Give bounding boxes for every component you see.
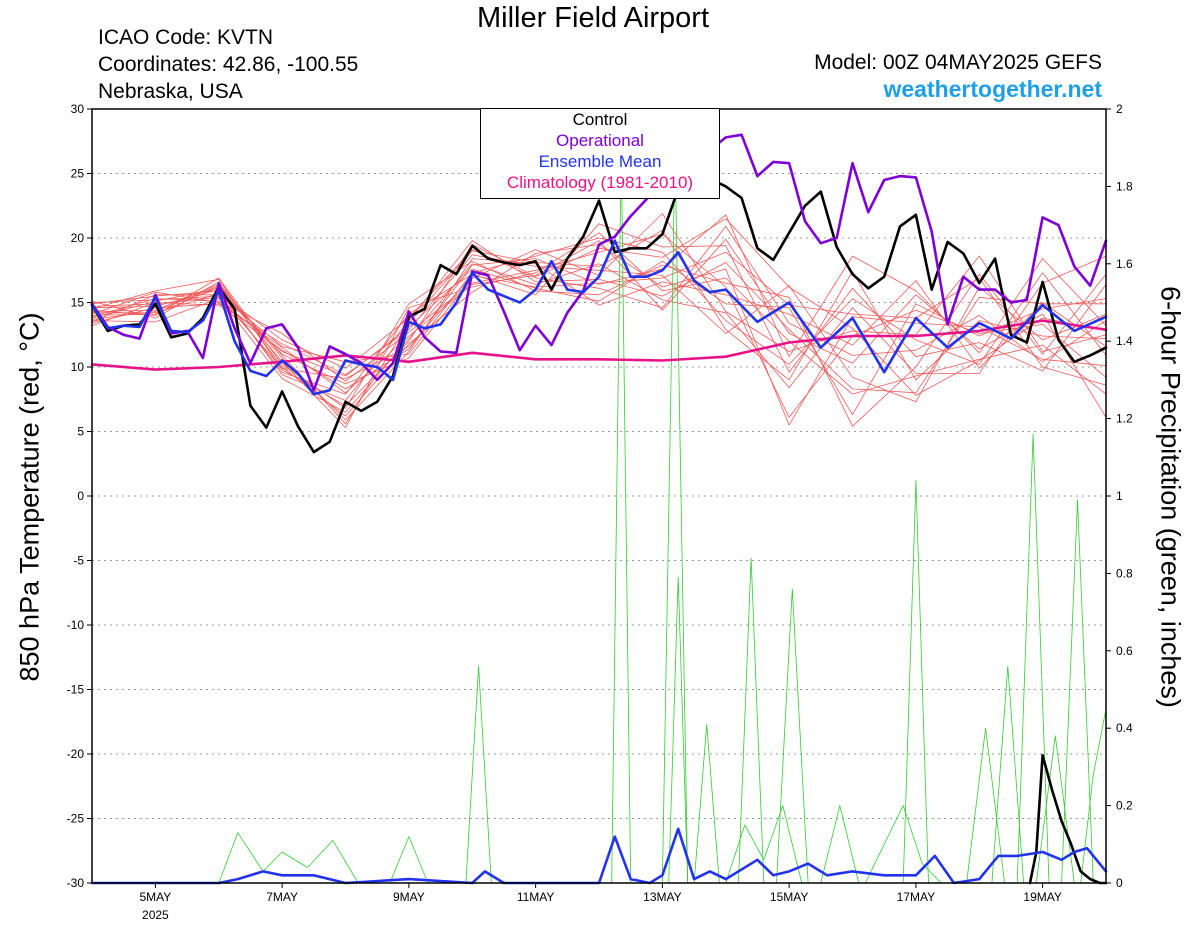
y2-tick-label: 0.2 xyxy=(1116,799,1133,813)
precip-member-line xyxy=(389,836,429,884)
precip-member-line xyxy=(864,805,942,884)
y-tick-label: 10 xyxy=(71,360,85,374)
region: Nebraska, USA xyxy=(98,80,243,103)
y2-tick-label: 0.8 xyxy=(1116,566,1133,580)
temperature-member-line xyxy=(91,237,1107,365)
x-tick-label: 17MAY xyxy=(897,890,935,904)
temperature-member-line xyxy=(91,251,1107,386)
y2-tick-label: 1 xyxy=(1116,489,1123,503)
y-tick-label: 0 xyxy=(77,489,84,503)
temperature-ensemble-mean-line xyxy=(90,239,1108,396)
y-tick-label: -20 xyxy=(67,747,85,761)
x-tick-label: 13MAY xyxy=(643,890,681,904)
temperature-climatology-1981-2010-line xyxy=(90,319,1108,371)
precip-member-line xyxy=(738,557,765,884)
precip-member-line xyxy=(693,723,720,884)
y2-tick-label: 1.4 xyxy=(1116,334,1133,348)
legend-item-climatology: Climatology (1981-2010) xyxy=(506,173,694,192)
y2-tick-label: 2 xyxy=(1116,102,1123,116)
icao-code: ICAO Code: KVTN xyxy=(98,26,274,49)
temperature-member-line xyxy=(91,254,1107,403)
y-tick-label: -10 xyxy=(67,618,85,632)
temperature-member-line xyxy=(91,240,1107,401)
y-tick-label: -25 xyxy=(67,812,85,826)
precip-member-line xyxy=(465,665,492,884)
precip-member-line xyxy=(725,805,803,884)
precip-member-line xyxy=(668,576,689,884)
precip-member-line xyxy=(1016,433,1050,884)
legend-item-control: Control xyxy=(572,110,628,129)
x-tick-label: 7MAY xyxy=(266,890,298,904)
precip-control-line xyxy=(1028,753,1108,885)
y-tick-label: 25 xyxy=(71,167,85,181)
x-tick-label: 5MAY xyxy=(139,890,171,904)
temperature-member-line xyxy=(91,255,1107,413)
y-tick-label: -30 xyxy=(67,876,85,890)
temperature-member-line xyxy=(91,244,1107,426)
y-tick-label: 30 xyxy=(71,102,85,116)
precip-member-line xyxy=(902,480,929,884)
x-tick-label: 11MAY xyxy=(517,890,555,904)
y2-tick-label: 0 xyxy=(1116,876,1123,890)
temperature-control-line xyxy=(90,177,1108,454)
y2-tick-label: 0.6 xyxy=(1116,644,1133,658)
temperature-operational-line xyxy=(90,133,1108,392)
model-run: Model: 00Z 04MAY2025 GEFS xyxy=(814,51,1102,74)
precip-member-line xyxy=(1080,708,1107,884)
coordinates: Coordinates: 42.86, -100.55 xyxy=(98,53,359,76)
x-tick-label: 15MAY xyxy=(770,890,808,904)
chart-title: Miller Field Airport xyxy=(476,2,710,34)
y2-tick-label: 1.8 xyxy=(1116,179,1133,193)
temperature-member-line xyxy=(91,258,1107,421)
precip-member-line xyxy=(820,805,860,884)
precip-member-line xyxy=(1061,499,1094,884)
legend: Control Operational Ensemble Mean Climat… xyxy=(480,108,720,199)
precip-ensemble-mean-line xyxy=(90,827,1108,885)
y2-tick-label: 0.4 xyxy=(1116,721,1133,735)
temperature-member-line xyxy=(91,223,1107,395)
y-tick-label: -15 xyxy=(67,683,85,697)
x-tick-label: 9MAY xyxy=(393,890,425,904)
temperature-member-line xyxy=(91,233,1107,418)
y-tick-label: 20 xyxy=(71,231,85,245)
precip-member-line xyxy=(991,665,1024,884)
y2-tick-label: 1.6 xyxy=(1116,257,1133,271)
legend-item-operational: Operational xyxy=(556,131,644,150)
website-link[interactable]: weathertogether.net xyxy=(883,76,1102,102)
y-tick-label: -5 xyxy=(73,554,84,568)
temperature-member-line xyxy=(91,229,1107,425)
legend-item-ensemble-mean: Ensemble Mean xyxy=(538,152,662,171)
y-tick-label: 15 xyxy=(71,296,85,310)
x-tick-label: 19MAY xyxy=(1023,890,1061,904)
precip-member-line xyxy=(218,832,359,884)
precip-member-line xyxy=(966,727,1005,884)
y2-tick-label: 1.2 xyxy=(1116,412,1133,426)
y-tick-label: 5 xyxy=(77,425,84,439)
plot-frame xyxy=(91,108,1107,884)
precip-member-line xyxy=(776,588,809,884)
x-tick-sublabel: 2025 xyxy=(142,908,169,922)
